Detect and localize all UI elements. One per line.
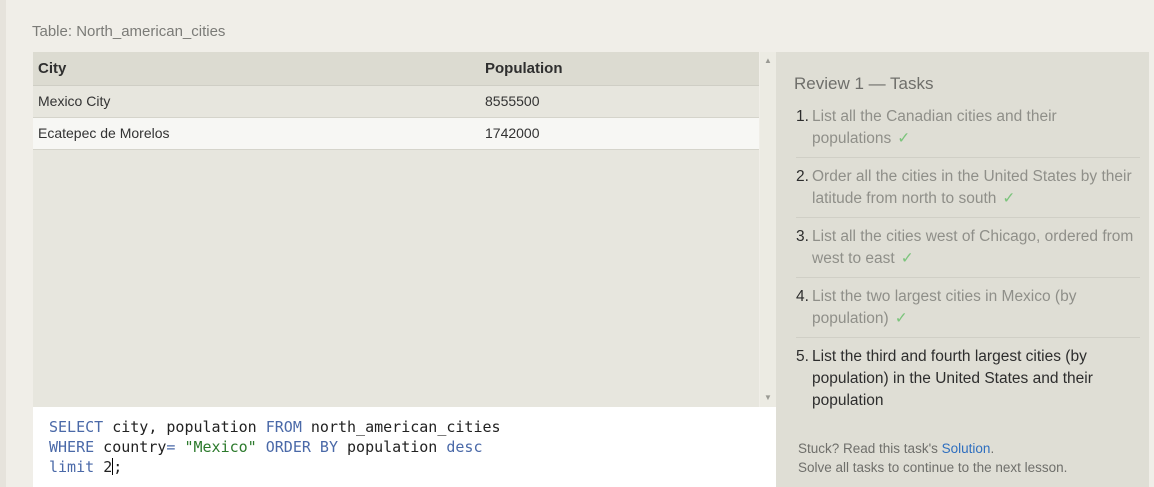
- sql-text: city, population: [103, 418, 266, 436]
- keyword-desc: desc: [446, 438, 483, 456]
- sql-text: north_american_cities: [301, 418, 501, 436]
- sql-code[interactable]: SELECT city, population FROM north_ameri…: [49, 417, 501, 477]
- solution-link[interactable]: Solution: [941, 441, 991, 456]
- sql-text: [94, 458, 103, 476]
- sql-line-1: SELECT city, population FROM north_ameri…: [49, 418, 501, 436]
- task-text: Order all the cities in the United State…: [812, 168, 1132, 207]
- operator-equals: =: [166, 438, 176, 456]
- keyword-select: SELECT: [49, 418, 104, 436]
- review-tasks-panel: Review 1 — Tasks 1. List all the Canadian…: [776, 52, 1149, 487]
- task-number: 4.: [796, 288, 809, 305]
- sql-editor[interactable]: SELECT city, population FROM north_ameri…: [33, 407, 776, 487]
- keyword-where: WHERE: [49, 438, 95, 456]
- task-number: 3.: [796, 228, 809, 245]
- task-item: 2. Order all the cities in the United Sta…: [796, 166, 1140, 218]
- task-item: 3. List all the cities west of Chicago, o…: [796, 226, 1140, 278]
- results-scrollbar[interactable]: ▲ ▼: [760, 52, 776, 407]
- string-literal: "Mexico": [184, 438, 257, 456]
- task-item-current: 5. List the third and fourth largest citi…: [796, 346, 1140, 419]
- sql-text: ;: [113, 458, 123, 476]
- stuck-suffix: .: [990, 441, 995, 456]
- population-cell: 1742000: [485, 125, 540, 141]
- task-item: 4. List the two largest cities in Mexico …: [796, 286, 1140, 338]
- sql-text: population: [338, 438, 447, 456]
- number-literal: 2: [103, 458, 113, 476]
- scroll-up-icon[interactable]: ▲: [764, 56, 772, 65]
- sql-line-3: limit 2;: [49, 458, 122, 476]
- task-text: List all the cities west of Chicago, ord…: [812, 228, 1134, 267]
- task-text: List the third and fourth largest cities…: [812, 348, 1093, 409]
- city-cell: Ecatepec de Morelos: [38, 125, 170, 141]
- sql-text: country: [94, 438, 167, 456]
- sql-text: [257, 438, 266, 456]
- check-icon: ✓: [1002, 190, 1016, 207]
- task-text: List the two largest cities in Mexico (b…: [812, 288, 1077, 327]
- table-caption: Table: North_american_cities: [32, 23, 226, 40]
- column-header-city: City: [38, 60, 67, 77]
- check-icon: ✓: [897, 130, 911, 147]
- task-item: 1. List all the Canadian cities and their…: [796, 106, 1140, 158]
- task-text: List all the Canadian cities and their p…: [812, 108, 1057, 147]
- population-cell: 8555500: [485, 93, 540, 109]
- stuck-line: Stuck? Read this task's Solution.: [798, 439, 1067, 458]
- check-icon: ✓: [894, 310, 908, 327]
- keyword-limit: limit: [49, 458, 95, 476]
- scroll-down-icon[interactable]: ▼: [764, 393, 772, 402]
- task-number: 2.: [796, 168, 809, 185]
- left-border: [0, 0, 6, 487]
- column-header-population: Population: [485, 60, 563, 77]
- city-cell: Mexico City: [38, 93, 111, 109]
- panel-footer: Stuck? Read this task's Solution. Solve …: [798, 439, 1067, 477]
- keyword-from: FROM: [265, 418, 302, 436]
- stuck-text: Stuck? Read this task's: [798, 441, 942, 456]
- text-caret: [112, 458, 114, 475]
- results-table: City Population Mexico City 8555500 Ecat…: [33, 52, 759, 407]
- keyword-order-by: ORDER BY: [265, 438, 338, 456]
- results-header: City Population: [33, 52, 759, 86]
- continue-hint: Solve all tasks to continue to the next …: [798, 460, 1068, 475]
- table-row: Ecatepec de Morelos 1742000: [33, 118, 759, 150]
- check-icon: ✓: [900, 250, 914, 267]
- task-number: 1.: [796, 108, 809, 125]
- task-number: 5.: [796, 348, 809, 365]
- table-row: Mexico City 8555500: [33, 86, 759, 118]
- task-list: 1. List all the Canadian cities and their…: [796, 106, 1140, 427]
- sql-line-2: WHERE country= "Mexico" ORDER BY populat…: [49, 438, 483, 456]
- panel-title: Review 1 — Tasks: [794, 74, 934, 93]
